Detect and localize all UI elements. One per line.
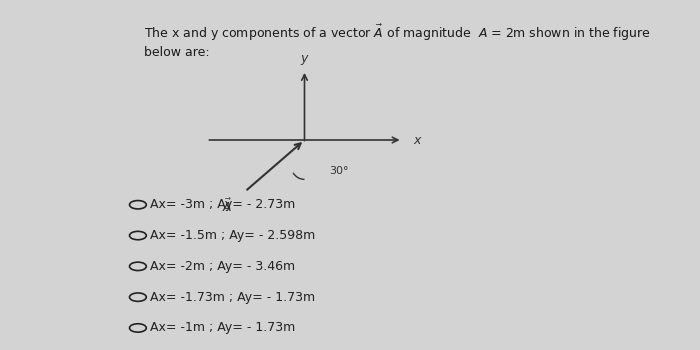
Text: Ax= -1.73m ; Ay= - 1.73m: Ax= -1.73m ; Ay= - 1.73m xyxy=(150,290,316,304)
Text: $\vec{A}$: $\vec{A}$ xyxy=(223,198,232,215)
Text: x: x xyxy=(413,133,421,147)
Text: y: y xyxy=(301,52,308,65)
Text: below are:: below are: xyxy=(144,46,209,58)
Text: Ax= -1.5m ; Ay= - 2.598m: Ax= -1.5m ; Ay= - 2.598m xyxy=(150,229,316,242)
Text: The x and y components of a vector $\vec{A}$ of magnitude  $A$ = 2m shown in the: The x and y components of a vector $\vec… xyxy=(144,23,650,43)
Text: Ax= -2m ; Ay= - 3.46m: Ax= -2m ; Ay= - 3.46m xyxy=(150,260,295,273)
Text: Ax= -1m ; Ay= - 1.73m: Ax= -1m ; Ay= - 1.73m xyxy=(150,321,295,335)
Text: Ax= -3m ; Ay= - 2.73m: Ax= -3m ; Ay= - 2.73m xyxy=(150,198,295,211)
Text: 30°: 30° xyxy=(329,167,349,176)
